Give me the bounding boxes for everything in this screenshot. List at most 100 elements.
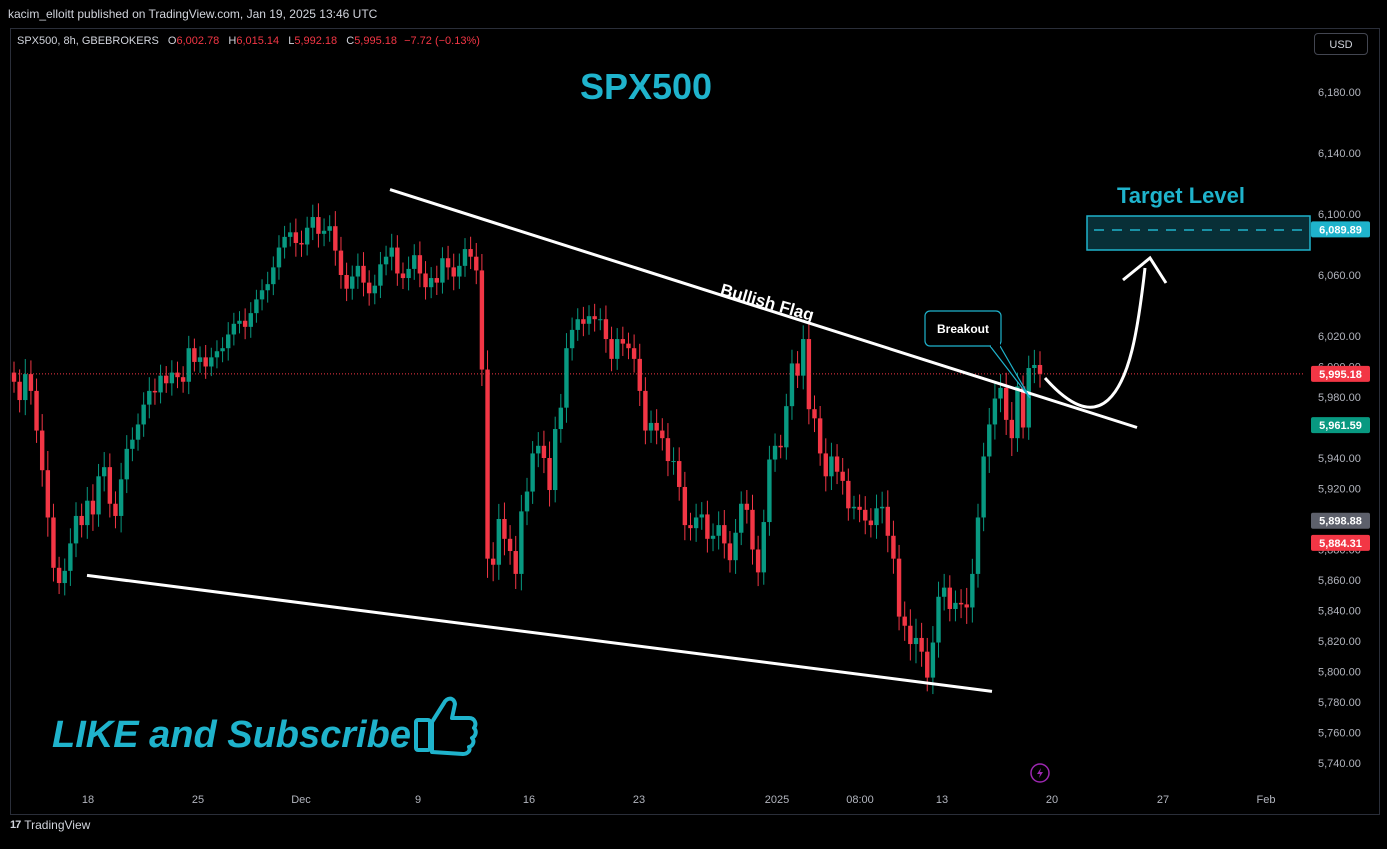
candle-body [192,348,197,362]
candle-body [586,316,592,324]
y-tick-label: 6,020.00 [1318,331,1361,343]
candle-body [180,377,186,382]
candle-body [846,480,851,509]
currency-button[interactable]: USD [1314,33,1368,55]
candle-body [620,339,626,344]
candle-body [158,375,163,393]
candle-body [919,637,924,652]
candle-body [366,282,372,294]
candle-body [152,390,158,393]
candle-body [321,230,327,234]
candle-body [248,313,253,327]
y-tick-label: 5,940.00 [1318,453,1361,465]
candle-body [304,227,310,245]
footer-brand[interactable]: 17 TradingView [10,818,90,832]
trendline-lower[interactable] [86,573,993,693]
x-tick-label: 9 [415,794,421,806]
y-tick-label: 6,100.00 [1318,209,1361,221]
candle-body [705,514,710,539]
thumbs-up-icon [414,696,478,756]
candle-body [750,509,755,550]
candle-body [101,467,107,477]
candle-body [964,604,969,608]
candle-body [344,275,349,289]
y-tick-label: 6,180.00 [1318,87,1361,99]
candle-body [175,372,180,378]
candles-layer [11,203,1043,695]
candle-body [434,278,440,283]
trendline-upper[interactable] [389,188,1138,429]
published-header: kacim_elloitt published on TradingView.c… [0,0,1387,28]
candle-body [28,374,34,391]
candle-body [784,406,789,448]
y-tick-label: 5,740.00 [1318,758,1361,770]
y-tick-label: 5,840.00 [1318,606,1361,618]
candle-body [958,602,964,605]
symbol-label: SPX500, 8h, GBEBROKERS [17,35,159,47]
candle-body [1037,364,1043,374]
x-tick-label: Dec [291,794,311,806]
candle-body [62,570,67,584]
candle-body [327,226,332,231]
candle-body [874,508,879,526]
chart-frame[interactable] [10,28,1380,815]
candle-body [896,558,902,617]
x-tick-label: 27 [1157,794,1169,806]
breakout-label: Breakout [937,322,989,336]
time-axis: 18 25 Dec 9 16 23 2025 08:00 13 20 27 Feb [82,794,1276,806]
candle-body [34,390,39,431]
candle-body [812,409,817,419]
candle-body [51,517,56,568]
price-tag-label: 5,961.59 [1319,420,1362,432]
target-level-label: Target Level [1117,183,1245,208]
candle-body [536,445,541,454]
candle-body [603,319,609,340]
candle-body [665,438,671,462]
candle-body [440,258,445,283]
x-tick-label: 23 [633,794,645,806]
lightning-icon[interactable] [1030,763,1050,783]
high-value: 6,015.14 [236,35,280,47]
candle-body [1026,368,1031,428]
candle-body [626,343,631,349]
candle-body [772,445,778,460]
candle-body [564,348,569,408]
candle-body [164,375,169,384]
candle-body [981,456,986,518]
candle-body [56,567,62,584]
candle-body [778,445,783,448]
x-tick-label: Feb [1257,794,1276,806]
breakout-callout-pointer [989,345,1031,399]
candle-body [530,453,535,492]
bullish-flag-label: Bullish Flag [718,280,816,325]
candle-body [288,232,293,237]
candle-body [598,319,603,321]
candle-body [1009,419,1015,439]
candle-body [1015,386,1020,439]
candle-body [682,486,688,526]
x-tick-label: 2025 [765,794,789,806]
candle-body [372,285,377,294]
candle-body [468,249,473,257]
price-tag-red: 5,884.31 [1311,534,1370,551]
candle-body [350,276,355,289]
candle-body [73,515,79,544]
candle-body [118,479,124,516]
candle-body [891,535,896,559]
candle-body [485,369,490,559]
candle-body [648,422,654,431]
candle-body [23,374,28,401]
candle-body [1032,364,1037,369]
tradingview-brand: TradingView [24,818,91,832]
candle-body [271,267,276,285]
candle-body [265,284,270,291]
candle-body [237,320,242,324]
x-tick-label: 20 [1046,794,1058,806]
candle-body [17,381,22,401]
candle-body [733,532,738,561]
candle-body [474,256,479,271]
candle-body [135,424,141,440]
candle-body [45,470,51,518]
candle-body [801,339,806,376]
